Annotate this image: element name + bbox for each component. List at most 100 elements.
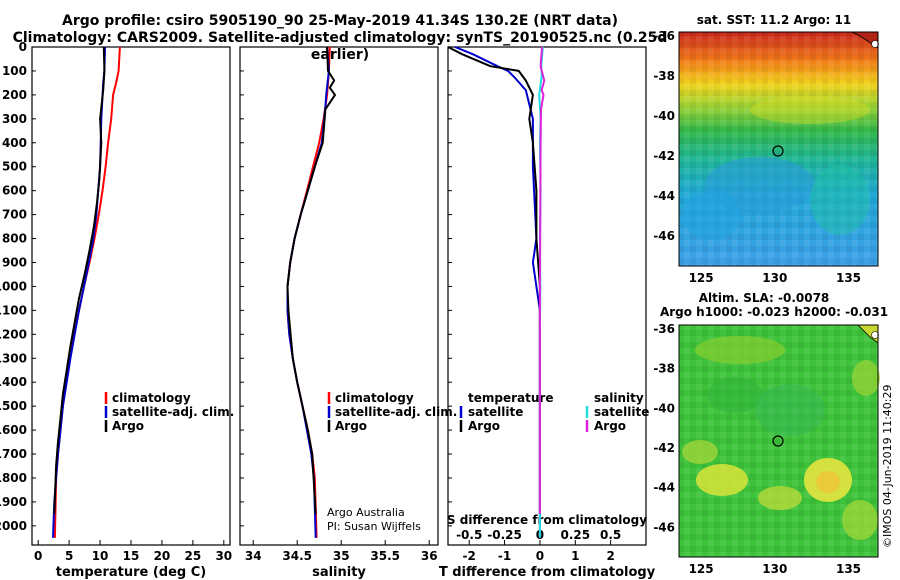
salinity-x-tick-label: 35.5 — [370, 549, 400, 563]
sst-map-y-tick-label: -40 — [653, 109, 675, 123]
salinity-x-tick-label: 36 — [421, 549, 438, 563]
sst-map-y-tick-label: -42 — [653, 149, 675, 163]
depth-tick-label: 900 — [2, 255, 27, 269]
sst-map-title: sat. SST: 11.2 Argo: 11 — [697, 13, 851, 27]
sla-map-y-tick-label: -46 — [653, 520, 675, 534]
sla-map-subtitle: Argo h1000: -0.023 h2000: -0.031 — [660, 305, 888, 319]
sla-map-title: Altim. SLA: -0.0078 — [699, 291, 830, 305]
difference-panel-frame — [447, 46, 647, 546]
legend-satellite-adj: satellite-adj. clim. — [112, 405, 234, 419]
temperature-x-tick-label: 20 — [154, 549, 171, 563]
sla-map-y-tick-label: -42 — [653, 441, 675, 455]
sst-map-y-tick-label: -44 — [653, 189, 675, 203]
sla-map-y-tick-label: -38 — [653, 362, 675, 376]
chart-title-line-1: Argo profile: csiro 5905190_90 25-May-20… — [62, 13, 618, 29]
difference-series-argo — [447, 46, 541, 514]
temperature-legend: climatology satellite-adj. clim. Argo — [104, 391, 234, 433]
credit-argo-australia: Argo Australia — [327, 506, 405, 519]
legend-argo: Argo — [335, 419, 367, 433]
s-diff-x-tick-label: 0.25 — [560, 528, 590, 542]
depth-tick-label: 2000 — [0, 519, 27, 533]
legend-temperature-title: temperature — [468, 391, 553, 405]
depth-tick-label: 1200 — [0, 327, 27, 341]
salinity-axis-label: salinity — [312, 565, 366, 580]
depth-tick-label: 400 — [2, 136, 27, 150]
depth-tick-label: 1000 — [0, 279, 27, 293]
depth-tick-label: 700 — [2, 208, 27, 222]
sst-float-marker — [772, 145, 784, 157]
sla-map — [678, 324, 880, 558]
salinity-x-tick-label: 34 — [245, 549, 262, 563]
sla-map-x-tick-label: 130 — [762, 562, 787, 576]
depth-tick-label: 800 — [2, 232, 27, 246]
legend-t-argo: Argo — [468, 419, 500, 433]
depth-tick-label: 1300 — [0, 351, 27, 365]
depth-tick-label: 1800 — [0, 471, 27, 485]
difference-series-satellite — [454, 46, 541, 538]
legend-climatology: climatology — [335, 391, 414, 405]
sst-map-x-tick-label: 135 — [836, 271, 861, 285]
s-diff-x-tick-label: 0.5 — [600, 528, 621, 542]
temperature-series-argo — [53, 46, 106, 514]
legend-s-argo: Argo — [594, 419, 626, 433]
temperature-x-tick-label: 10 — [92, 549, 109, 563]
s-diff-x-tick-label: -0.5 — [456, 528, 482, 542]
depth-tick-label: 1500 — [0, 399, 27, 413]
temperature-series-climatology — [53, 46, 121, 538]
legend-satellite-adj: satellite-adj. clim. — [335, 405, 457, 419]
difference-series-argo — [538, 46, 546, 514]
sla-map-y-tick-label: -44 — [653, 481, 675, 495]
s-diff-x-tick-label: -0.25 — [487, 528, 522, 542]
s-difference-axis-label: S difference from climatology — [447, 513, 647, 527]
temperature-x-tick-label: 0 — [34, 549, 42, 563]
difference-x-tick-label: 0 — [536, 549, 544, 563]
depth-tick-label: 200 — [2, 88, 27, 102]
salinity-legend: climatology satellite-adj. clim. Argo — [327, 391, 457, 433]
t-difference-axis-label: T difference from climatology — [439, 565, 656, 580]
sla-map-y-tick-label: -36 — [653, 322, 675, 336]
depth-tick-label: 600 — [2, 184, 27, 198]
depth-tick-label: 1700 — [0, 447, 27, 461]
temperature-x-tick-label: 15 — [123, 549, 140, 563]
sst-map-y-tick-label: -36 — [653, 29, 675, 43]
sst-map-x-tick-label: 125 — [689, 271, 714, 285]
sst-map-y-tick-label: -46 — [653, 229, 675, 243]
salinity-x-tick-label: 34.5 — [282, 549, 312, 563]
temperature-x-tick-label: 30 — [215, 549, 232, 563]
difference-x-tick-label: -1 — [498, 549, 511, 563]
legend-salinity-title: salinity — [594, 391, 644, 405]
sla-map-x-tick-label: 135 — [836, 562, 861, 576]
temperature-panel-frame — [31, 46, 231, 546]
imos-stamp: ©IMOS 04-Jun-2019 11:40:29 — [881, 384, 894, 548]
difference-legend: temperature satellite Argo salinity sate… — [459, 391, 649, 433]
legend-climatology: climatology — [112, 391, 191, 405]
salinity-series-argo — [286, 46, 336, 514]
temperature-x-tick-label: 5 — [65, 549, 73, 563]
depth-tick-label: 0 — [19, 40, 27, 54]
chart-title-line-2: Climatology: CARS2009. Satellite-adjuste… — [12, 30, 668, 63]
temperature-axis-label: temperature (deg C) — [56, 565, 206, 580]
sla-map-y-tick-label: -40 — [653, 401, 675, 415]
difference-x-tick-label: -2 — [463, 549, 476, 563]
salinity-panel-frame — [239, 46, 439, 546]
sst-map-x-tick-label: 130 — [762, 271, 787, 285]
legend-argo: Argo — [112, 419, 144, 433]
sst-map-y-tick-label: -38 — [653, 69, 675, 83]
temperature-series-satellite-adj-clim- — [52, 46, 106, 538]
sst-map — [678, 31, 879, 267]
sla-float-marker — [772, 435, 784, 447]
sla-map-x-tick-label: 125 — [689, 562, 714, 576]
temperature-x-tick-label: 25 — [185, 549, 202, 563]
depth-tick-label: 1400 — [0, 375, 27, 389]
depth-tick-label: 500 — [2, 160, 27, 174]
credit-pi: PI: Susan Wijffels — [327, 520, 421, 533]
legend-s-satellite: satellite — [594, 405, 649, 419]
depth-tick-label: 1900 — [0, 495, 27, 509]
difference-x-tick-label: 1 — [571, 549, 579, 563]
depth-tick-label: 1100 — [0, 303, 27, 317]
legend-t-satellite: satellite — [468, 405, 523, 419]
depth-tick-label: 1600 — [0, 423, 27, 437]
difference-x-tick-label: 2 — [606, 549, 614, 563]
salinity-x-tick-label: 35 — [333, 549, 350, 563]
